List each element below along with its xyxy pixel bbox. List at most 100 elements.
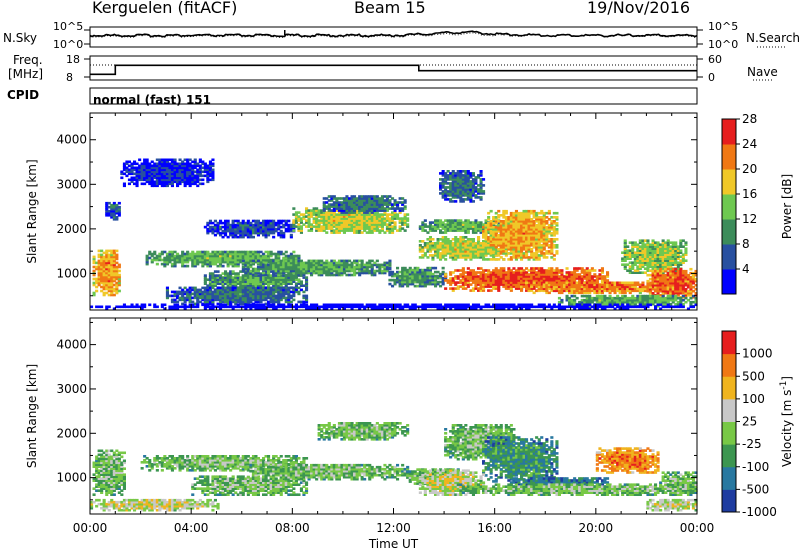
heat-cell (325, 267, 329, 271)
heat-cell (408, 276, 412, 280)
heat-cell (305, 215, 309, 218)
heat-cell (358, 225, 362, 228)
heat-cell (466, 267, 470, 270)
heat-cell (224, 280, 228, 283)
heat-cell (444, 273, 448, 276)
heat-cell (107, 293, 111, 297)
heat-cell (249, 272, 253, 275)
heat-cell (499, 230, 503, 233)
heat-cell (494, 269, 498, 272)
heat-cell (193, 260, 197, 264)
heat-cell (310, 213, 314, 216)
heat-cell (451, 287, 455, 290)
heat-cell (431, 278, 435, 282)
heat-cell (289, 276, 293, 279)
heat-cell (375, 259, 379, 263)
heat-cell (537, 254, 541, 257)
heat-cell (340, 209, 344, 212)
heat-cell (267, 282, 271, 285)
heat-cell (206, 174, 210, 178)
heat-cell (292, 263, 296, 267)
heat-cell (110, 211, 114, 215)
heat-cell (380, 205, 384, 208)
heat-cell (555, 267, 559, 270)
heat-cell (264, 278, 268, 281)
heat-cell (272, 296, 276, 300)
heat-cell (502, 228, 506, 231)
heat-cell (262, 225, 266, 229)
heat-cell (198, 290, 202, 294)
heat-cell (520, 271, 524, 274)
heat-cell (294, 221, 298, 224)
heat-cell (256, 280, 260, 283)
heat-cell (431, 242, 435, 245)
heat-cell (494, 285, 498, 288)
heat-cell (262, 219, 266, 223)
heat-cell (514, 254, 518, 257)
heat-cell (499, 277, 503, 280)
heat-cell (155, 182, 159, 186)
heat-cell (213, 254, 217, 258)
heat-cell (95, 267, 99, 271)
heat-cell (482, 240, 486, 243)
heat-cell (502, 248, 506, 251)
heat-cell (224, 288, 228, 292)
heat-cell (464, 221, 468, 224)
heat-cell (140, 166, 144, 170)
heat-cell (287, 294, 291, 298)
heat-cell (522, 218, 526, 221)
heat-cell (186, 168, 190, 172)
heat-cell (148, 174, 152, 178)
heat-cell (315, 217, 319, 220)
heat-cell (545, 273, 549, 276)
heat-cell (456, 219, 460, 222)
heat-cell (322, 269, 326, 273)
heat-cell (469, 246, 473, 249)
heat-cell (322, 209, 326, 212)
heat-cell (216, 254, 220, 258)
heat-cell (244, 300, 248, 304)
heat-cell (540, 211, 544, 215)
heat-cell (332, 263, 336, 267)
heat-cell (479, 225, 483, 228)
heat-cell (320, 225, 324, 228)
heat-cell (234, 231, 238, 235)
heat-cell (292, 278, 296, 281)
heat-cell (492, 222, 496, 225)
heat-cell (401, 221, 405, 224)
heat-cell (178, 172, 182, 176)
heat-cell (193, 158, 197, 162)
heat-cell (289, 300, 293, 304)
heat-cell (312, 259, 316, 263)
heat-cell (211, 262, 215, 266)
heat-cell (474, 279, 478, 282)
heat-cell (310, 211, 314, 214)
heat-cell (406, 276, 410, 280)
heat-cell (535, 236, 539, 239)
heat-cell (251, 292, 255, 296)
heat-cell (461, 283, 465, 286)
heat-cell (102, 285, 106, 289)
heat-cell (413, 276, 417, 280)
heat-cell (274, 227, 278, 231)
heat-cell (150, 176, 154, 180)
heat-cell (203, 174, 207, 178)
heat-cell (365, 199, 369, 202)
heat-cell (499, 267, 503, 270)
heat-cell (423, 242, 427, 245)
heat-cell (294, 225, 298, 228)
heat-cell (479, 223, 483, 226)
heat-cell (249, 252, 253, 256)
heat-cell (449, 223, 453, 226)
heat-cell (176, 290, 180, 294)
heat-cell (163, 178, 167, 182)
heat-cell (231, 256, 235, 260)
heat-cell (256, 221, 260, 225)
heat-cell (477, 252, 481, 255)
heat-cell (315, 229, 319, 232)
heat-cell (434, 276, 438, 280)
heat-cell (92, 273, 96, 277)
heat-cell (262, 256, 266, 260)
heat-cell (555, 252, 559, 255)
heat-cell (256, 269, 260, 273)
